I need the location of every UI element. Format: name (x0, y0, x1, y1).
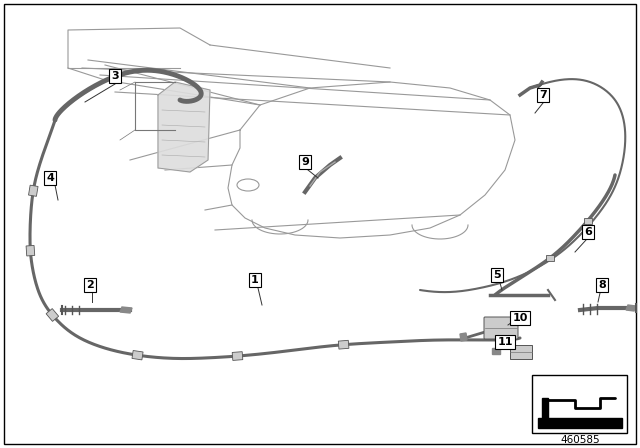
Polygon shape (492, 348, 500, 354)
Text: 4: 4 (46, 173, 54, 183)
Bar (132, 350, 143, 360)
FancyBboxPatch shape (484, 317, 518, 339)
Bar (339, 340, 349, 349)
Text: 9: 9 (301, 157, 309, 167)
Bar (26, 246, 35, 256)
Bar (510, 345, 532, 359)
Text: 1: 1 (251, 275, 259, 285)
Polygon shape (158, 82, 210, 172)
Polygon shape (120, 307, 132, 313)
Polygon shape (626, 305, 636, 311)
Bar (232, 352, 243, 361)
Text: 8: 8 (598, 280, 606, 290)
Polygon shape (460, 333, 467, 341)
Text: 10: 10 (512, 313, 528, 323)
Text: 460585: 460585 (560, 435, 600, 445)
Text: 7: 7 (539, 90, 547, 100)
Bar (29, 185, 38, 196)
Text: 3: 3 (111, 71, 119, 81)
Bar (545, 255, 554, 261)
Text: 5: 5 (493, 270, 501, 280)
Text: 6: 6 (584, 227, 592, 237)
Bar (46, 309, 59, 321)
Bar (532, 375, 627, 433)
Polygon shape (538, 418, 622, 428)
Text: 11: 11 (497, 337, 513, 347)
Bar (584, 218, 591, 224)
Polygon shape (542, 398, 548, 418)
Text: 2: 2 (86, 280, 94, 290)
